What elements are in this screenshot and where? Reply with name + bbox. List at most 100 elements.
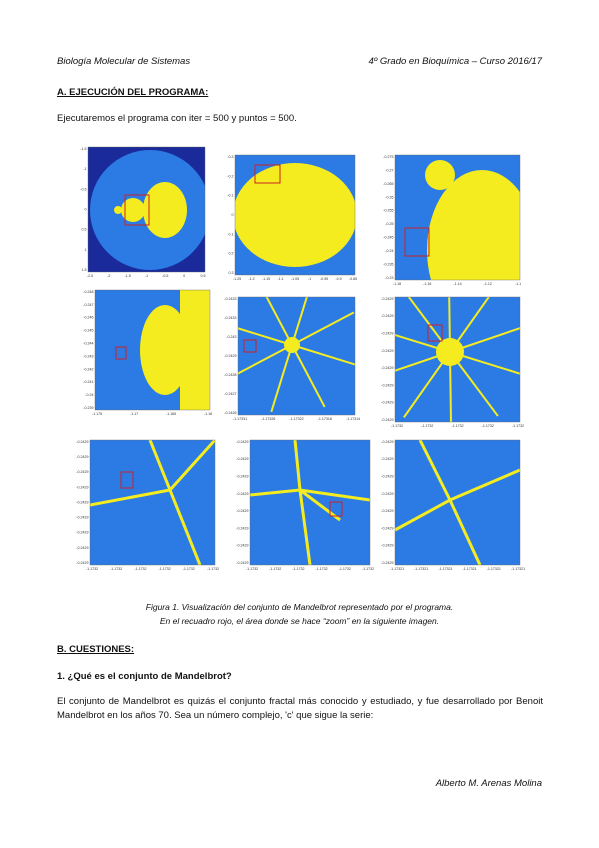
panel-frame (237, 296, 356, 416)
panel-frame (394, 154, 521, 281)
y-tick-label: -0.2429 (236, 457, 248, 461)
y-tick-label: 0.2 (229, 252, 234, 256)
bg (250, 440, 370, 565)
y-tick-label: -0.2429 (381, 418, 393, 422)
y-tick-label: -1 (83, 167, 86, 171)
y-tick-label: -0.2429 (236, 509, 248, 513)
panel (235, 155, 355, 275)
y-tick-label: -0.2429 (236, 475, 248, 479)
x-tick-label: -1.5 (125, 274, 131, 278)
y-tick-label: -0.2429 (381, 440, 393, 444)
y-tick-label: -0.2429 (381, 509, 393, 513)
set (425, 160, 455, 190)
y-tick-label: -0.2433 (224, 297, 236, 301)
x-tick-label: -1.1732 (183, 567, 195, 571)
set (436, 338, 464, 366)
section-title: B. CUESTIONES: (57, 644, 135, 655)
y-tick-label: -0.2429 (381, 401, 393, 405)
y-tick-label: -1.5 (80, 147, 86, 151)
x-tick-label: -1.2 (248, 277, 254, 281)
y-tick-label: 0.3 (229, 271, 234, 275)
zoom-box (254, 164, 281, 184)
header-right: 4º Grado en Bioquímica – Curso 2016/17 (368, 56, 542, 67)
y-tick-label: -0.1 (227, 194, 233, 198)
y-tick-label: -0.2429 (381, 366, 393, 370)
zoom-box (404, 227, 430, 257)
y-tick-label: -0.2429 (76, 561, 88, 565)
x-tick-label: -1.165 (166, 412, 176, 416)
x-tick-label: -1.17 (130, 412, 138, 416)
bg (238, 297, 355, 415)
panel (395, 440, 520, 565)
x-tick-label: -1.17321 (487, 567, 501, 571)
y-tick-label: -0.244 (83, 342, 93, 346)
x-tick-label: -1.17326 (261, 417, 275, 421)
y-tick-label: -0.2429 (76, 440, 88, 444)
panel-frame (234, 154, 356, 276)
x-tick-label: -1.1732 (207, 567, 219, 571)
y-tick-label: 0.1 (229, 232, 234, 236)
y-tick-label: -0.2429 (224, 354, 236, 358)
y-tick-label: -0.242 (83, 367, 93, 371)
x-tick-label: -1.17314 (346, 417, 360, 421)
zoom-box (329, 501, 343, 517)
panel (88, 147, 205, 272)
y-tick-label: -0.2429 (236, 544, 248, 548)
x-tick-label: -1.175 (92, 412, 102, 416)
x-tick-label: 0.5 (201, 274, 206, 278)
x-tick-label: -1.1732 (339, 567, 351, 571)
x-tick-label: -2.5 (87, 274, 93, 278)
x-tick-label: -1.12 (484, 282, 492, 286)
y-tick-label: -0.2429 (76, 546, 88, 550)
y-tick-label: -0.2429 (381, 297, 393, 301)
panel (238, 297, 355, 415)
y-tick-label: -0.265 (383, 182, 393, 186)
question: 1. ¿Qué es el conjunto de Mandelbrot? (57, 671, 232, 682)
y-tick-label: -0.2429 (381, 332, 393, 336)
y-tick-label: -0.24 (85, 393, 93, 397)
y-tick-label: -0.2429 (381, 526, 393, 530)
y-tick-label: -0.2429 (381, 349, 393, 353)
x-tick-label: -1.1732 (158, 567, 170, 571)
y-tick-label: -0.2429 (76, 531, 88, 535)
panel-frame (94, 289, 211, 411)
y-tick-label: -0.2429 (76, 500, 88, 504)
x-tick-label: -1.1732 (391, 424, 403, 428)
x-tick-label: -1.17321 (390, 567, 404, 571)
x-tick-label: -1.17322 (289, 417, 303, 421)
x-tick-label: -2 (107, 274, 110, 278)
x-tick-label: -1.1732 (362, 567, 374, 571)
y-tick-label: -0.245 (383, 236, 393, 240)
x-tick-label: -1.18 (393, 282, 401, 286)
header-left: Biología Molecular de Sistemas (57, 56, 191, 67)
set (143, 182, 187, 238)
set (427, 170, 520, 280)
section-title: A. EJECUCIÓN DEL PROGRAMA: (57, 87, 209, 98)
x-tick-label: -1.17321 (463, 567, 477, 571)
x-tick-label: -1.1732 (315, 567, 327, 571)
panel-frame (87, 146, 206, 273)
filament (395, 440, 520, 565)
y-tick-label: -0.5 (80, 187, 86, 191)
y-tick-label: -0.255 (383, 209, 393, 213)
y-tick-label: -0.243 (83, 354, 93, 358)
x-tick-label: -1.16 (423, 282, 431, 286)
set (140, 305, 190, 395)
text: Ejecutaremos el programa con iter = 500 … (57, 113, 297, 124)
y-tick-label: -0.245 (83, 329, 93, 333)
x-tick-label: -0.85 (349, 277, 357, 281)
y-tick-label: -0.275 (383, 155, 393, 159)
y-tick-label: -0.239 (83, 406, 93, 410)
y-tick-label: -0.2429 (381, 457, 393, 461)
y-tick-label: 0.5 (82, 228, 87, 232)
author: Alberto M. Arenas Molina (435, 778, 542, 789)
y-tick-label: -0.2426 (224, 411, 236, 415)
zoom-box (115, 346, 127, 360)
x-tick-label: -0.5 (162, 274, 168, 278)
y-tick-label: 0 (232, 213, 234, 217)
y-tick-label: -0.2429 (236, 561, 248, 565)
x-tick-label: -1 (308, 277, 311, 281)
panel (395, 297, 520, 422)
x-tick-label: -0.95 (320, 277, 328, 281)
